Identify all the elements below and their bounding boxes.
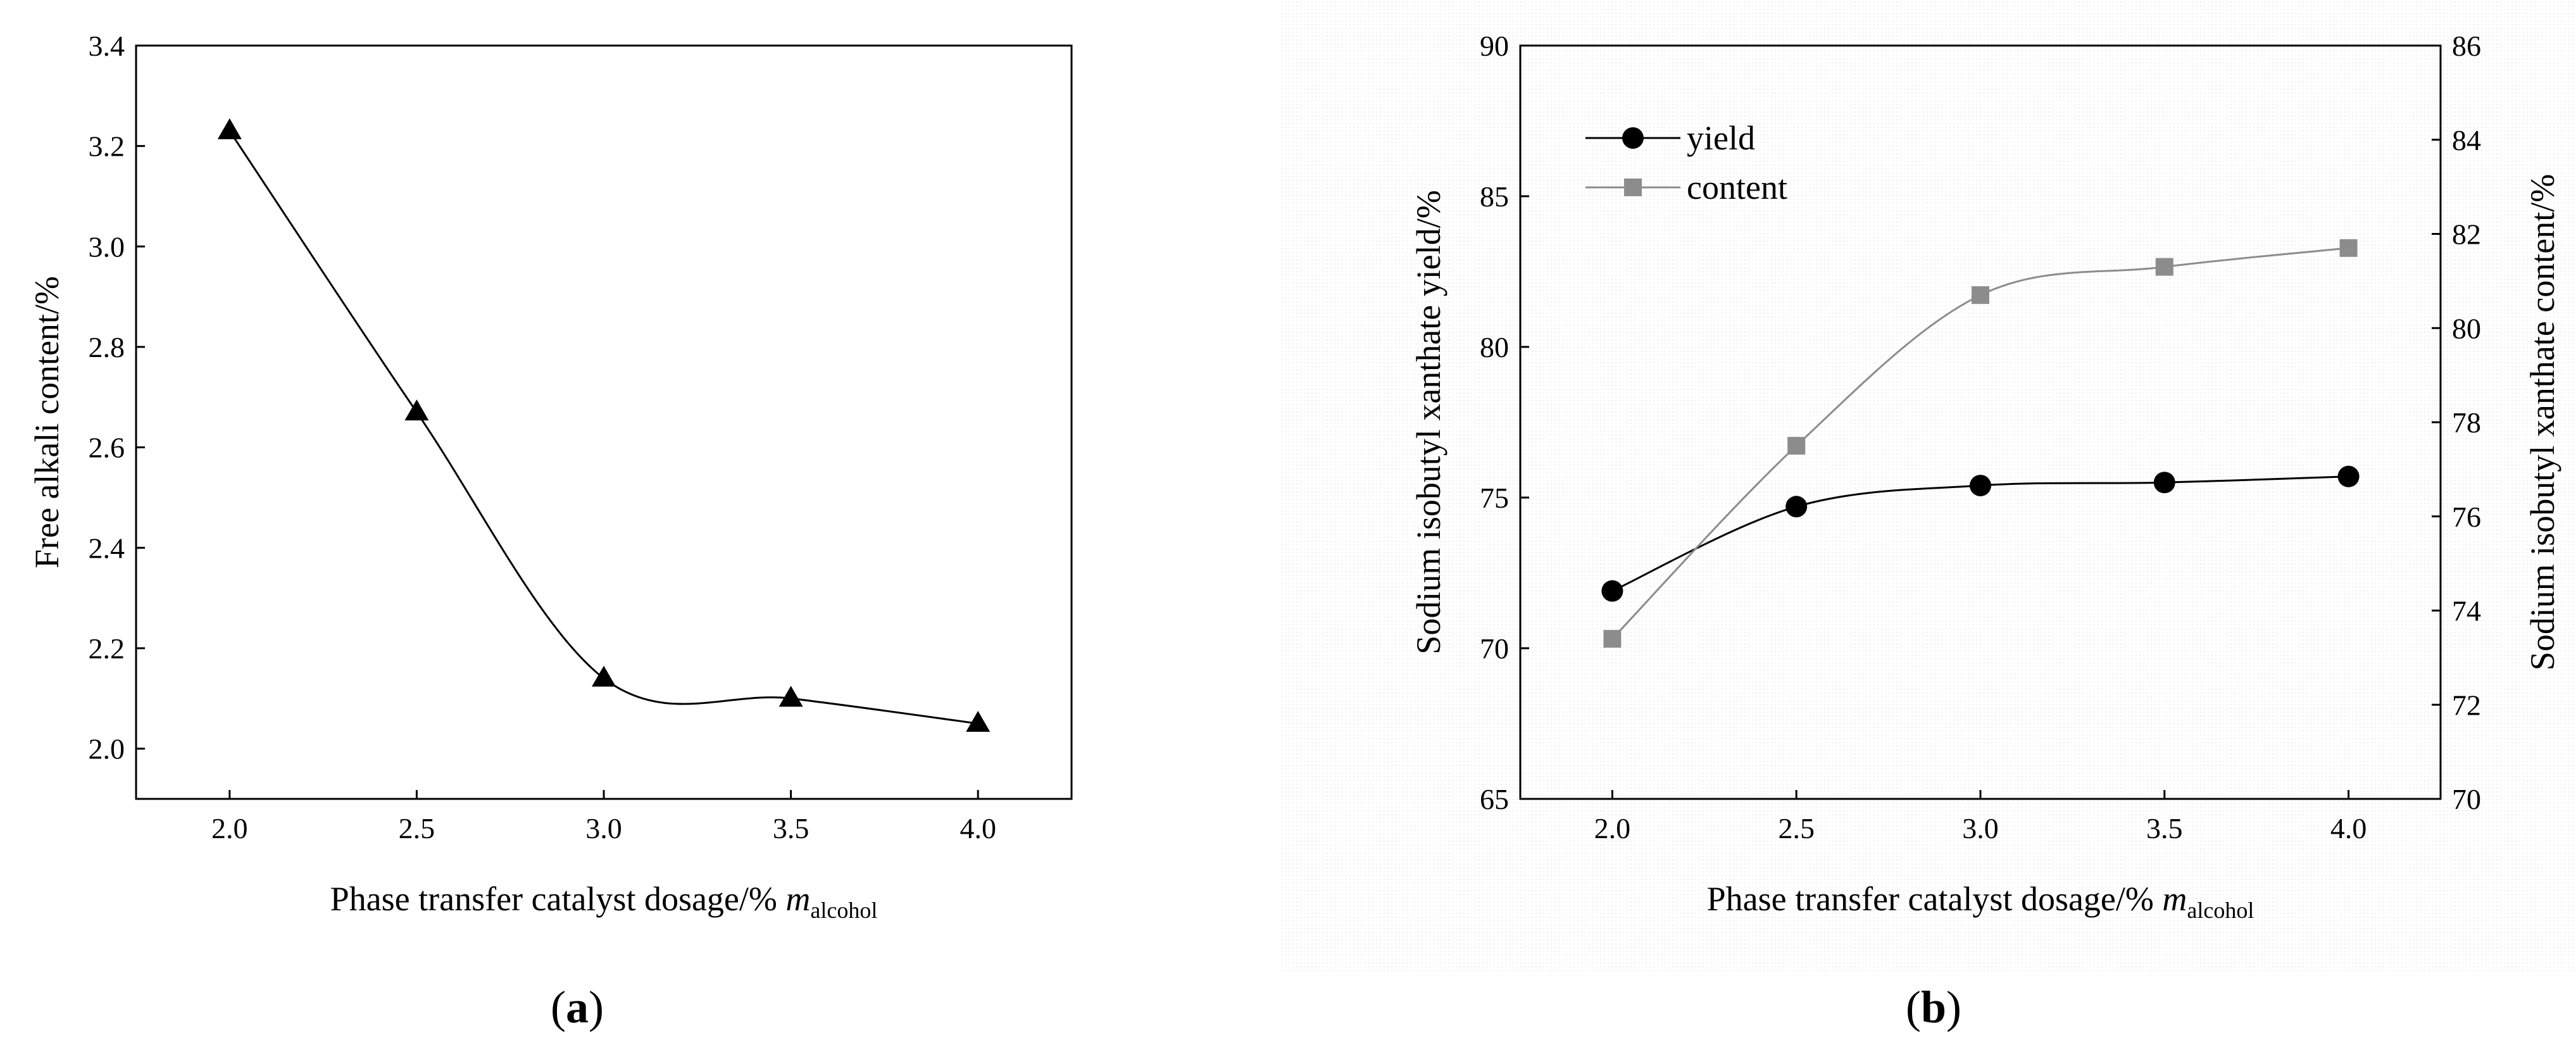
y-right-tick-label: 84 xyxy=(2452,124,2481,156)
x-tick-label: 2.0 xyxy=(211,812,248,844)
y-tick-label: 2.8 xyxy=(89,331,125,363)
series-line-content xyxy=(1611,247,2349,640)
data-point xyxy=(966,711,991,732)
y-right-tick-label: 70 xyxy=(2452,783,2481,815)
data-point-content xyxy=(1787,437,1806,455)
x-tick-label: 3.0 xyxy=(1962,812,1999,844)
y-right-tick-label: 80 xyxy=(2452,312,2481,344)
y-right-tick-label: 72 xyxy=(2452,689,2481,721)
panel-caption: (b) xyxy=(1906,982,1961,1032)
data-point-yield xyxy=(1601,580,1623,602)
y-tick-label: 75 xyxy=(1480,482,1509,514)
data-point xyxy=(217,118,242,139)
data-point xyxy=(778,686,803,707)
x-tick-label: 2.5 xyxy=(1778,812,1815,844)
x-tick-label: 3.0 xyxy=(585,812,622,844)
series-line-free-alkali xyxy=(228,130,979,725)
data-point-yield xyxy=(1970,474,1991,496)
legend-marker-yield xyxy=(1622,127,1644,149)
panel-b-chart: 2.0 2.5 3.0 3.5 4.0 65 70 75 80 85 90 70 72 74 76 78 80 8… xyxy=(1410,30,2561,1032)
y-right-tick-label: 76 xyxy=(2452,501,2481,533)
panel-a-chart: 2.0 2.5 3.0 3.5 4.0 2.0 2.2 2.4 2.6 2.8 3.0 3.2 3.4 F… xyxy=(28,30,1073,1032)
y-tick-label: 70 xyxy=(1480,632,1509,665)
x-tick-label: 4.0 xyxy=(2330,812,2367,844)
data-point-content xyxy=(1603,630,1622,648)
y-right-tick-label: 74 xyxy=(2452,595,2481,627)
data-point xyxy=(404,399,429,421)
data-point-yield xyxy=(2153,472,2175,494)
y-tick-label: 2.2 xyxy=(89,632,125,665)
x-axis-label: Phase transfer catalyst dosage/% malcoho… xyxy=(1707,880,2254,923)
data-point-yield xyxy=(2337,465,2360,487)
data-point xyxy=(592,665,616,687)
y-tick-label: 85 xyxy=(1480,180,1509,213)
y-tick-label: 3.2 xyxy=(89,130,125,163)
y-right-tick-label: 82 xyxy=(2452,218,2481,251)
y-tick-label: 90 xyxy=(1480,30,1509,62)
legend-label-yield: yield xyxy=(1687,119,1755,157)
panel-b-background xyxy=(1279,0,2576,972)
panel-caption: (a) xyxy=(551,982,604,1032)
y-tick-label: 2.6 xyxy=(89,432,125,464)
data-point-content xyxy=(2155,258,2173,276)
y-right-tick-label: 86 xyxy=(2452,30,2481,62)
x-tick-label: 3.5 xyxy=(773,812,810,844)
y-right-axis-label: Sodium isobutyl xanthate content/% xyxy=(2523,174,2561,670)
legend-marker-content xyxy=(1624,179,1642,196)
y-axis-label: Sodium isobutyl xanthate yield/% xyxy=(1410,190,1447,654)
y-tick-label: 3.0 xyxy=(89,230,125,263)
x-tick-label: 4.0 xyxy=(960,812,996,844)
y-tick-label: 3.4 xyxy=(89,30,125,62)
x-tick-label: 2.5 xyxy=(399,812,435,844)
x-tick-label: 3.5 xyxy=(2146,812,2183,844)
x-tick-label: 2.0 xyxy=(1594,812,1631,844)
y-tick-label: 2.4 xyxy=(89,532,125,564)
data-point-yield xyxy=(1785,496,1808,518)
legend-label-content: content xyxy=(1687,168,1787,206)
data-point-content xyxy=(1972,286,1989,304)
y-tick-label: 2.0 xyxy=(89,733,125,765)
y-right-tick-label: 78 xyxy=(2452,406,2481,439)
y-tick-label: 65 xyxy=(1480,783,1509,815)
y-tick-label: 80 xyxy=(1480,331,1509,363)
y-axis-label: Free alkali content/% xyxy=(28,276,66,568)
data-point-content xyxy=(2339,239,2358,257)
x-axis-label: Phase transfer catalyst dosage/% malcoho… xyxy=(330,880,878,923)
